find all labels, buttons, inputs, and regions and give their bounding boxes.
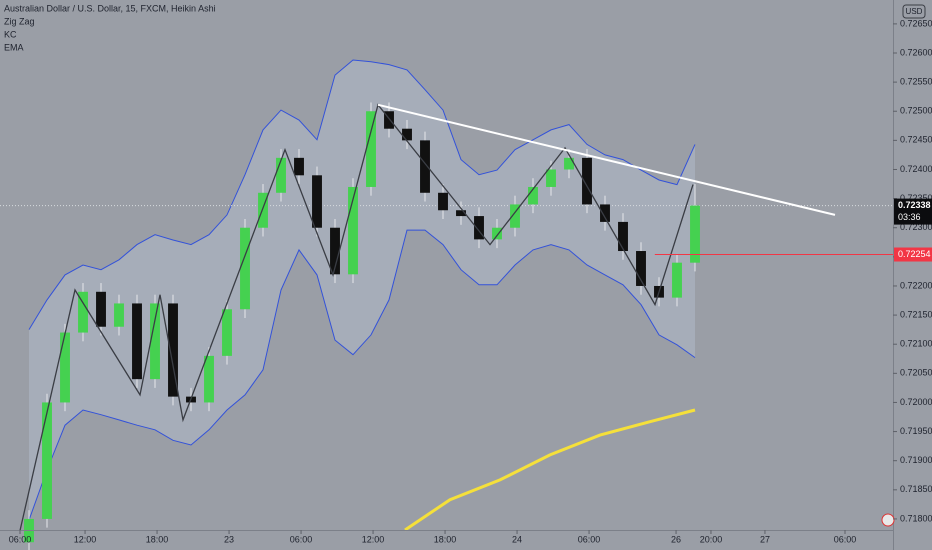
currency[interactable]: USD — [906, 7, 923, 16]
candle-body — [312, 175, 322, 228]
y-tick-label: 0.71900 — [900, 455, 932, 465]
last-price-label: 0.72338 — [898, 200, 931, 210]
candle-body — [366, 111, 376, 187]
candle-body — [78, 291, 88, 333]
candle-body — [438, 192, 448, 211]
countdown: 03:36 — [898, 212, 921, 222]
candle-body — [600, 204, 610, 222]
x-tick-label: 23 — [224, 534, 234, 544]
trendline — [377, 103, 836, 216]
candle-body — [222, 309, 232, 356]
y-tick-label: 0.72550 — [900, 76, 932, 86]
y-tick-label: 0.72150 — [900, 309, 932, 319]
logo-icon[interactable] — [881, 513, 895, 527]
candle-body — [150, 303, 160, 380]
x-tick-label: 18:00 — [146, 534, 169, 544]
candle-body — [60, 332, 70, 403]
indicator-name[interactable]: KC — [4, 29, 17, 39]
indicator-name[interactable]: EMA — [4, 42, 24, 52]
candle-body — [240, 227, 250, 310]
band-fill — [29, 60, 695, 521]
candle-body — [258, 192, 268, 228]
y-tick-label: 0.72100 — [900, 339, 932, 349]
y-tick-label: 0.71800 — [900, 513, 932, 523]
band-lower — [28, 229, 696, 521]
candle-body — [672, 262, 682, 298]
x-tick-label: 24 — [512, 534, 522, 544]
x-tick-label: 27 — [760, 534, 770, 544]
currency-box[interactable] — [902, 4, 926, 19]
price-label: 0.72254 — [898, 249, 931, 259]
candle-body — [348, 186, 358, 275]
candle-body — [582, 157, 592, 205]
candle-body — [492, 227, 502, 240]
candle-body — [546, 169, 556, 187]
x-tick-label: 06:00 — [834, 534, 857, 544]
candle-body — [168, 303, 178, 397]
band-upper — [28, 59, 696, 330]
candle-body — [618, 221, 628, 252]
candle-body — [132, 303, 142, 380]
indicator-line — [404, 408, 696, 532]
y-tick-label: 0.71950 — [900, 426, 932, 436]
x-tick-label: 20:00 — [700, 534, 723, 544]
x-tick-label: 06:00 — [9, 534, 32, 544]
candle-body — [96, 291, 106, 327]
candle-body — [204, 355, 214, 403]
candle-body — [636, 251, 646, 286]
candle-body — [294, 157, 304, 176]
y-tick-label: 0.71850 — [900, 484, 932, 494]
candle-body — [114, 303, 124, 327]
x-tick-label: 06:00 — [578, 534, 601, 544]
candle-body — [528, 186, 538, 205]
y-tick-label: 0.72000 — [900, 397, 932, 407]
candle-body — [456, 210, 466, 217]
candle-body — [474, 216, 484, 240]
candle-body — [42, 402, 52, 519]
indicator-line — [19, 103, 694, 531]
y-tick-label: 0.72650 — [900, 18, 932, 28]
plot-area — [0, 59, 893, 550]
y-tick-label: 0.72500 — [900, 106, 932, 116]
y-tick-label: 0.72050 — [900, 368, 932, 378]
x-tick-label: 06:00 — [290, 534, 313, 544]
x-tick-label: 12:00 — [74, 534, 97, 544]
candle-body — [564, 157, 574, 170]
price-label-box — [894, 247, 932, 262]
symbol-title: Australian Dollar / U.S. Dollar, 15, FXC… — [4, 3, 216, 13]
candle-body — [402, 128, 412, 141]
y-tick-label: 0.72300 — [900, 222, 932, 232]
x-tick-label: 26 — [671, 534, 681, 544]
y-tick-label: 0.72450 — [900, 135, 932, 145]
candle-body — [690, 205, 700, 263]
y-tick-label: 0.72400 — [900, 164, 932, 174]
y-tick-label: 0.72600 — [900, 47, 932, 57]
candle-body — [510, 204, 520, 228]
candle-body — [384, 111, 394, 129]
x-tick-label: 12:00 — [362, 534, 385, 544]
y-tick-label: 0.72200 — [900, 280, 932, 290]
candle-body — [330, 227, 340, 275]
indicator-name[interactable]: Zig Zag — [4, 16, 35, 26]
y-tick-label: 0.72350 — [900, 193, 932, 203]
candle-body — [420, 140, 430, 193]
candle-body — [276, 157, 286, 193]
x-tick-label: 18:00 — [434, 534, 457, 544]
last-price-box — [894, 198, 932, 225]
